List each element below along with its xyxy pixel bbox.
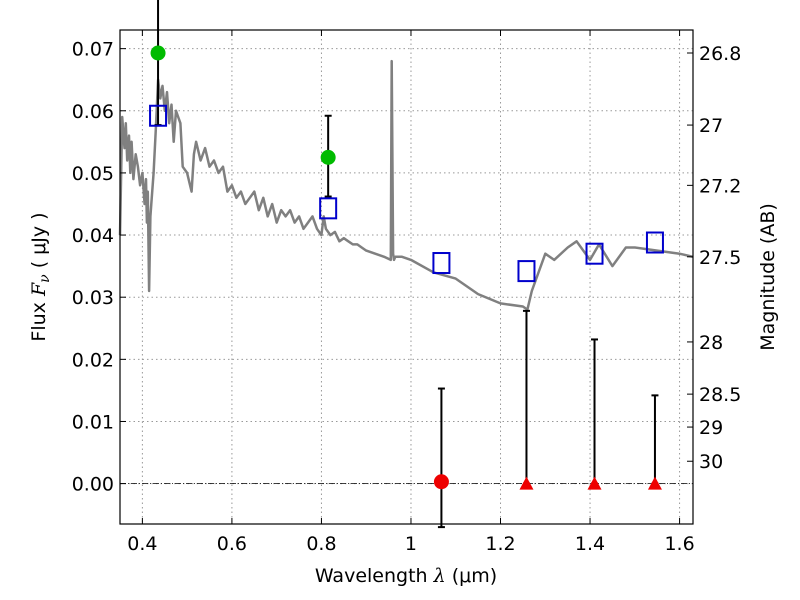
x-axis-label-prefix: Wavelength <box>315 565 434 587</box>
nondetection-triangle <box>647 476 662 490</box>
y2-tick-label: 27.2 <box>699 175 741 197</box>
y-tick-label: 0.04 <box>72 225 114 247</box>
x-tick-label: 1.6 <box>664 533 694 555</box>
error-bars <box>154 0 659 529</box>
detection-circle <box>150 45 166 61</box>
y2-axis-ticks: 26.8 27 27.2 27.5 28 28.5 29 30 <box>687 43 741 473</box>
y2-tick-label: 30 <box>699 451 723 473</box>
nondetection-circle <box>433 474 449 490</box>
sed-model-line <box>118 59 694 311</box>
x-tick-label: 1.2 <box>485 533 515 555</box>
y-axis-label-unit: ( μJy ) <box>28 212 50 274</box>
y2-tick-label: 26.8 <box>699 43 741 65</box>
y-axis-label-prefix: Flux <box>28 296 50 342</box>
x-tick-label: 0.4 <box>127 533 157 555</box>
y-axis-label: Flux Fν ( μJy ) <box>28 212 53 341</box>
grid <box>120 30 693 524</box>
x-tick-label: 0.8 <box>306 533 336 555</box>
x-tick-label: 1.4 <box>575 533 605 555</box>
x-tick-label: 1 <box>405 533 417 555</box>
detection-points <box>150 45 336 165</box>
y-axis-label-subscript: ν <box>37 274 53 283</box>
y-axis-label-symbol: F <box>28 282 50 297</box>
model-photometry-square <box>517 260 536 283</box>
y2-tick-label: 27.5 <box>699 247 741 269</box>
model-photometry-square <box>432 252 451 275</box>
x-axis-ticks: 0.4 0.6 0.8 1 1.2 1.4 1.6 <box>127 30 695 555</box>
y-tick-label: 0.05 <box>72 163 114 185</box>
detection-circle <box>320 149 336 165</box>
y-tick-label: 0.01 <box>72 411 114 433</box>
y2-tick-label: 28 <box>699 332 723 354</box>
nondetection-triangle <box>587 476 602 490</box>
y-tick-label: 0.02 <box>72 349 114 371</box>
x-axis-label-unit: (μm) <box>446 565 497 587</box>
model-photometry-square <box>645 231 664 254</box>
y-tick-label: 0.06 <box>72 101 114 123</box>
nondetection-triangle <box>519 476 534 490</box>
nondetection-points <box>433 474 662 490</box>
y-axis-ticks: 0.00 0.01 0.02 0.03 0.04 0.05 0.06 0.07 <box>72 39 126 496</box>
model-photometry-square <box>319 197 338 220</box>
model-photometry-square <box>585 242 604 265</box>
y2-tick-label: 28.5 <box>699 384 741 406</box>
y-tick-label: 0.00 <box>72 474 114 496</box>
x-axis-label: Wavelength λ (μm) <box>315 565 497 587</box>
y2-tick-label: 29 <box>699 417 723 439</box>
sed-spectrum-line <box>118 59 694 311</box>
model-photometry-square <box>149 104 168 127</box>
y2-axis-label: Magnitude (AB) <box>757 203 779 351</box>
y2-tick-label: 27 <box>699 115 723 137</box>
x-axis-label-symbol: λ <box>433 565 446 587</box>
y-tick-label: 0.07 <box>72 39 114 61</box>
plot-frame <box>119 29 694 525</box>
model-photometry-points <box>149 104 664 283</box>
y-tick-label: 0.03 <box>72 287 114 309</box>
x-tick-label: 0.6 <box>217 533 247 555</box>
